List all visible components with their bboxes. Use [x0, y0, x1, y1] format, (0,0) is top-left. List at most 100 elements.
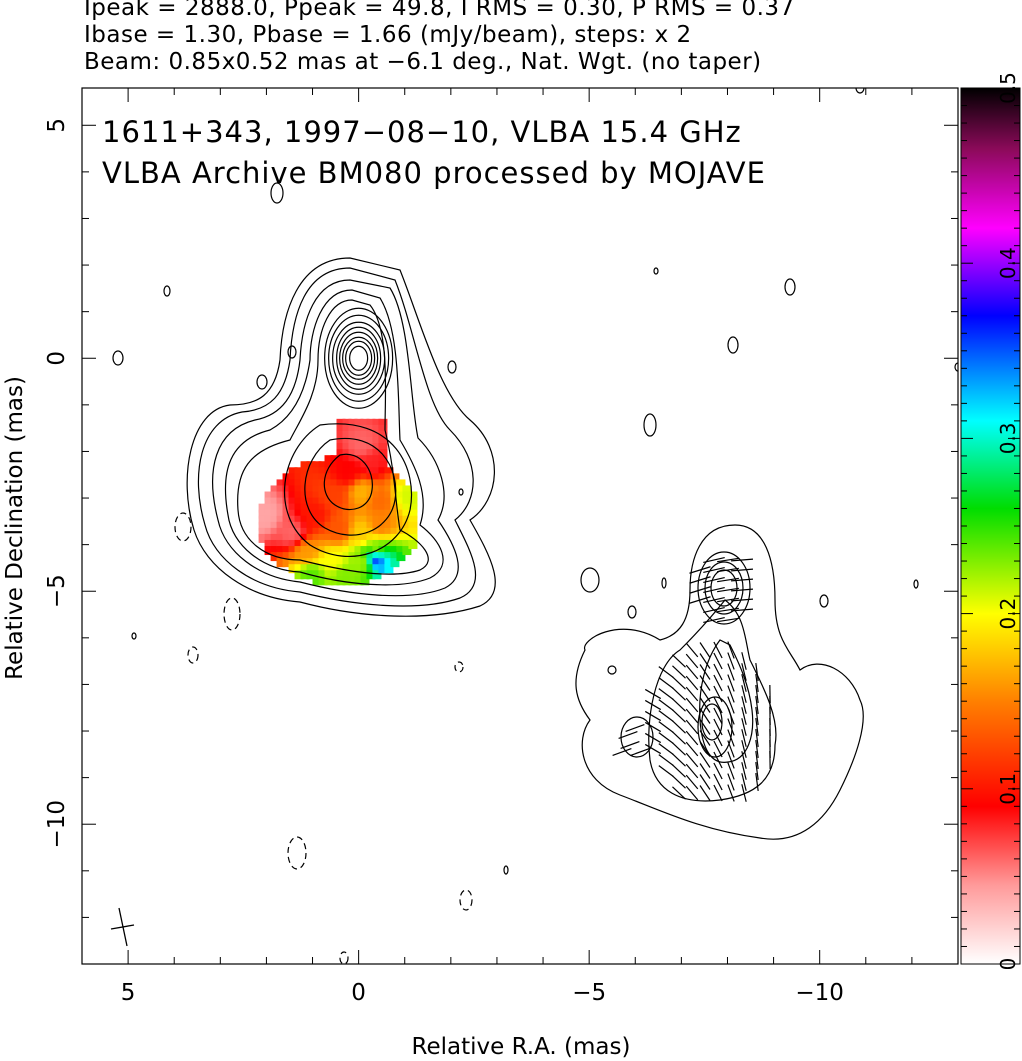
noise-contour — [627, 605, 637, 619]
pol-pixel — [330, 533, 340, 543]
pol-pixel — [324, 539, 334, 549]
pol-pixel — [300, 552, 310, 562]
pol-pixel — [324, 503, 334, 513]
pol-pixel — [372, 533, 382, 543]
evpa-vector — [672, 775, 686, 789]
pol-pixel — [348, 509, 358, 519]
evpa-vector — [741, 751, 747, 769]
noise-contour — [819, 594, 829, 608]
pol-pixel — [276, 558, 286, 568]
pol-pixel — [282, 546, 292, 556]
pol-pixel — [318, 533, 328, 543]
pol-pixel — [270, 491, 280, 501]
evpa-vector — [713, 696, 723, 714]
pol-pixel — [360, 539, 370, 549]
pol-pixel — [372, 418, 382, 428]
pol-pixel — [282, 533, 292, 543]
noise-contour — [727, 336, 739, 354]
evpa-vector — [658, 732, 674, 744]
evpa-vector — [727, 751, 735, 769]
inset-contour — [701, 703, 723, 741]
jet-contour — [237, 299, 429, 575]
pol-pixel — [300, 527, 310, 537]
pol-pixel — [360, 570, 370, 580]
pol-pixel — [354, 521, 364, 531]
pol-pixel — [312, 503, 322, 513]
pol-pixel — [258, 533, 268, 543]
pol-pixel — [294, 515, 304, 525]
pol-pixel — [330, 521, 340, 531]
pol-pixel — [408, 509, 418, 519]
pol-pixel — [342, 570, 352, 580]
evpa-vector — [713, 740, 723, 758]
pol-pixel — [402, 527, 412, 537]
inset-contour — [697, 696, 733, 758]
inset-contour — [699, 639, 754, 763]
core-contour — [336, 326, 382, 390]
pol-pixel — [336, 558, 346, 568]
evpa-vector — [755, 717, 759, 737]
pol-pixel — [330, 576, 340, 586]
pol-pixel — [348, 455, 358, 465]
polarization-layer — [258, 418, 418, 586]
noise-contour — [653, 267, 659, 275]
pol-pixel — [348, 539, 358, 549]
pol-pixel — [306, 539, 316, 549]
pol-pixel — [366, 449, 376, 459]
pol-pixel — [348, 570, 358, 580]
pol-pixel — [360, 576, 370, 586]
pol-pixel — [264, 509, 274, 519]
noise-contour — [607, 665, 617, 675]
pol-pixel — [312, 521, 322, 531]
evpa-vector — [755, 706, 759, 726]
evpa-vector — [741, 762, 747, 780]
pol-pixel — [312, 527, 322, 537]
pol-pixel — [372, 503, 382, 513]
pol-pixel — [276, 533, 286, 543]
pol-pixel — [318, 467, 328, 477]
evpa-vector — [717, 607, 739, 613]
pol-pixel — [324, 509, 334, 519]
evpa-vector — [685, 774, 699, 790]
pol-pixel — [396, 527, 406, 537]
pol-pixel — [270, 521, 280, 531]
pol-pixel — [366, 479, 376, 489]
pol-pixel — [354, 461, 364, 471]
pol-pixel — [270, 533, 280, 543]
pol-pixel — [384, 546, 394, 556]
pol-pixel — [342, 479, 352, 489]
pol-pixel — [378, 533, 388, 543]
pol-pixel — [378, 503, 388, 513]
pol-pixel — [378, 473, 388, 483]
pol-pixel — [330, 467, 340, 477]
pol-pixel — [384, 491, 394, 501]
core-contour — [342, 336, 376, 380]
pol-pixel — [390, 521, 400, 531]
pol-pixel — [270, 546, 280, 556]
pol-pixel — [282, 527, 292, 537]
pol-pixel — [372, 527, 382, 537]
pol-pixel — [306, 491, 316, 501]
pol-pixel — [342, 539, 352, 549]
pol-pixel — [366, 418, 376, 428]
evpa-vector — [644, 699, 662, 711]
evpa-vector — [685, 730, 699, 746]
core-contour — [349, 345, 369, 371]
pol-pixel — [342, 576, 352, 586]
noise-contour — [256, 374, 268, 390]
pol-pixel — [390, 515, 400, 525]
evpa-vector — [699, 708, 711, 724]
noise-contour — [112, 350, 124, 366]
pol-pixel — [408, 527, 418, 537]
pol-pixel — [336, 467, 346, 477]
pol-pixel — [384, 509, 394, 519]
pol-pixel — [312, 485, 322, 495]
pol-pixel — [390, 558, 400, 568]
pol-pixel — [276, 491, 286, 501]
pol-pixel — [330, 485, 340, 495]
pol-pixel — [288, 467, 298, 477]
evpa-vector — [727, 729, 735, 747]
pol-pixel — [378, 461, 388, 471]
pol-pixel — [402, 546, 412, 556]
